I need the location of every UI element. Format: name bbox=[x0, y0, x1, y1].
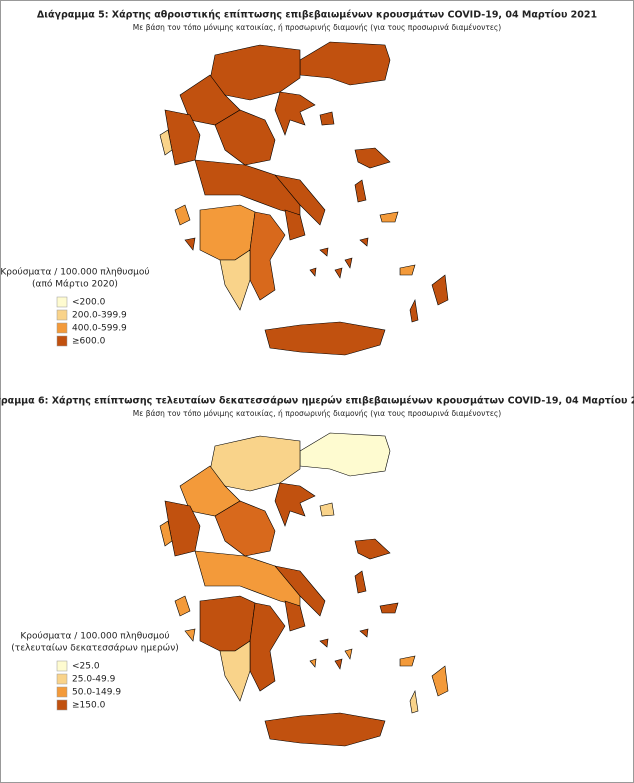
region bbox=[354, 179, 367, 203]
panel-subtitle: Με βάση τον τόπο μόνιμης κατοικίας, ή πρ… bbox=[133, 23, 502, 32]
region bbox=[354, 570, 367, 594]
region bbox=[219, 640, 251, 702]
legend-title: (τελευταίων δεκατεσσάρων ημερών) bbox=[11, 643, 178, 654]
legend-label: 25.0-49.9 bbox=[72, 675, 116, 685]
region bbox=[309, 267, 317, 277]
region bbox=[354, 538, 391, 560]
region bbox=[334, 658, 343, 670]
region bbox=[431, 665, 449, 697]
region bbox=[409, 690, 419, 714]
legend-swatch bbox=[56, 660, 68, 672]
region bbox=[399, 264, 416, 276]
region bbox=[274, 482, 316, 527]
region bbox=[344, 648, 353, 660]
legend-title: Κρούσματα / 100.000 πληθυσμού bbox=[0, 267, 149, 278]
region bbox=[334, 267, 343, 279]
region bbox=[184, 237, 196, 251]
legend-swatch bbox=[56, 296, 68, 308]
region bbox=[319, 502, 335, 517]
legend-label: 50.0-149.9 bbox=[72, 688, 121, 698]
region bbox=[159, 520, 173, 547]
region bbox=[274, 174, 326, 226]
region bbox=[359, 237, 369, 247]
legend-title: Κρούσματα / 100.000 πληθυσμού bbox=[20, 631, 169, 642]
legend-label: ≥150.0 bbox=[72, 701, 106, 711]
region bbox=[399, 655, 416, 667]
region bbox=[274, 91, 316, 136]
panel-title: Διάγραμμα 5: Χάρτης αθροιστικής επίπτωση… bbox=[37, 10, 597, 21]
region bbox=[319, 247, 329, 257]
region bbox=[199, 595, 256, 652]
map bbox=[159, 41, 449, 356]
region bbox=[274, 565, 326, 617]
region bbox=[264, 712, 386, 747]
legend-swatch bbox=[56, 335, 68, 347]
region bbox=[159, 129, 173, 156]
region bbox=[344, 257, 353, 269]
map bbox=[159, 432, 449, 747]
legend-title: (από Μάρτιο 2020) bbox=[32, 279, 118, 290]
legend-swatch bbox=[56, 686, 68, 698]
legend-label: 400.0-599.9 bbox=[72, 324, 127, 334]
region bbox=[219, 249, 251, 311]
region bbox=[264, 321, 386, 356]
region bbox=[299, 41, 391, 86]
region bbox=[174, 595, 191, 617]
legend-swatch bbox=[56, 309, 68, 321]
region bbox=[409, 299, 419, 323]
panel-subtitle: Με βάση τον τόπο μόνιμης κατοικίας, ή πρ… bbox=[133, 409, 502, 418]
region bbox=[284, 209, 306, 241]
panel-title: Διάγραμμα 6: Χάρτης επίπτωσης τελευταίων… bbox=[0, 396, 634, 407]
region bbox=[354, 147, 391, 169]
legend-swatch bbox=[56, 322, 68, 334]
region bbox=[299, 432, 391, 477]
region bbox=[284, 600, 306, 632]
legend-swatch bbox=[56, 673, 68, 685]
region bbox=[431, 274, 449, 306]
region bbox=[199, 204, 256, 261]
region bbox=[379, 211, 399, 223]
region bbox=[214, 109, 276, 166]
legend-label: ≥600.0 bbox=[72, 337, 106, 347]
legend-label: <200.0 bbox=[72, 298, 106, 308]
region bbox=[214, 500, 276, 557]
region bbox=[309, 658, 317, 668]
region bbox=[319, 111, 335, 126]
region bbox=[174, 204, 191, 226]
region bbox=[379, 602, 399, 614]
region bbox=[184, 628, 196, 642]
region bbox=[319, 638, 329, 648]
legend-swatch bbox=[56, 699, 68, 711]
legend-label: 200.0-399.9 bbox=[72, 311, 127, 321]
region bbox=[359, 628, 369, 638]
legend-label: <25.0 bbox=[72, 662, 100, 672]
